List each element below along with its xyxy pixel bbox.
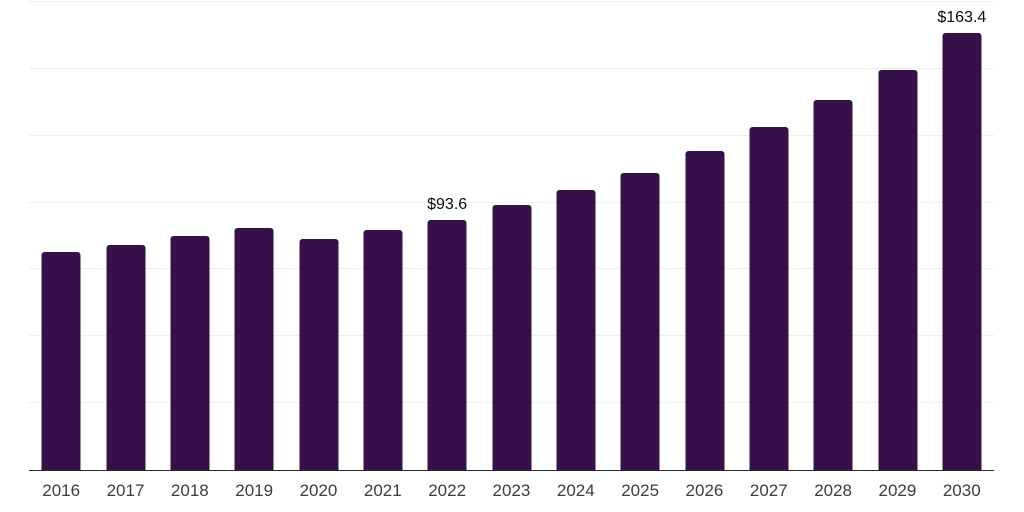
x-tick-label-2027: 2027 bbox=[749, 481, 788, 500]
bar-2020 bbox=[299, 238, 338, 470]
gridline bbox=[29, 134, 994, 136]
bar-2016 bbox=[41, 251, 81, 470]
plot-area: $93.6 $163.4 bbox=[29, 1, 994, 471]
bar-2021 bbox=[363, 230, 403, 470]
x-tick-label-2024: 2024 bbox=[556, 481, 595, 500]
x-tick-label-2021: 2021 bbox=[363, 481, 402, 500]
x-tick-label-2025: 2025 bbox=[621, 481, 660, 500]
value-label-2022: $93.6 bbox=[427, 195, 468, 213]
bar-2029 bbox=[878, 69, 917, 470]
x-tick-label-2017: 2017 bbox=[106, 481, 145, 500]
x-tick-label-2026: 2026 bbox=[685, 481, 724, 500]
x-axis: 2016 2017 2018 2019 2020 2021 2022 2023 2024 2025… bbox=[29, 479, 994, 503]
bar-2025 bbox=[620, 172, 660, 470]
x-tick-label-2029: 2029 bbox=[878, 481, 917, 500]
gridline bbox=[29, 67, 994, 69]
bar-2019 bbox=[234, 227, 274, 470]
x-tick-label-2023: 2023 bbox=[492, 481, 531, 500]
x-tick-label-2020: 2020 bbox=[299, 481, 338, 500]
bar-2030 bbox=[942, 33, 982, 470]
bar-2017 bbox=[106, 245, 145, 470]
bar-2018 bbox=[170, 236, 210, 470]
x-tick-label-2028: 2028 bbox=[814, 481, 853, 500]
x-tick-label-2018: 2018 bbox=[170, 481, 209, 500]
bar-2024 bbox=[556, 190, 596, 470]
bar-2028 bbox=[813, 100, 853, 470]
gridline bbox=[29, 1, 994, 2]
bar-2022 bbox=[427, 219, 467, 470]
x-tick-label-2030: 2030 bbox=[942, 481, 981, 500]
x-tick-label-2016: 2016 bbox=[42, 481, 81, 500]
bar-2026 bbox=[685, 151, 724, 470]
x-tick-label-2019: 2019 bbox=[235, 481, 274, 500]
x-tick-label-2022: 2022 bbox=[428, 481, 467, 500]
bar-2027 bbox=[749, 127, 789, 470]
gridline bbox=[29, 201, 994, 203]
value-label-2030: $163.4 bbox=[937, 9, 987, 27]
bar-2023 bbox=[492, 205, 531, 470]
